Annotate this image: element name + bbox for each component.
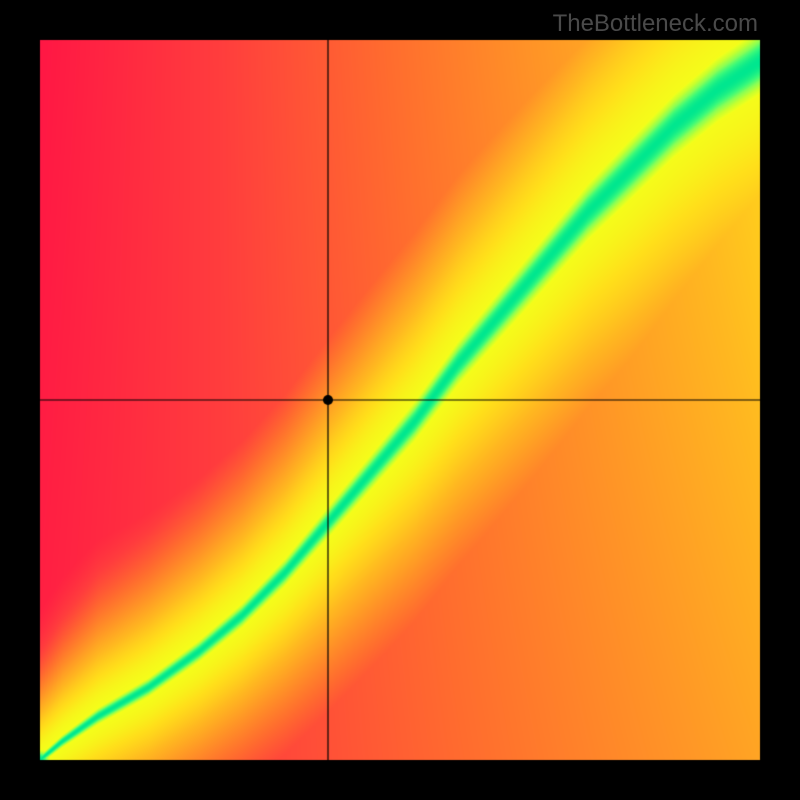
bottleneck-heatmap xyxy=(0,0,800,800)
chart-container: TheBottleneck.com xyxy=(0,0,800,800)
watermark-text: TheBottleneck.com xyxy=(553,10,758,38)
